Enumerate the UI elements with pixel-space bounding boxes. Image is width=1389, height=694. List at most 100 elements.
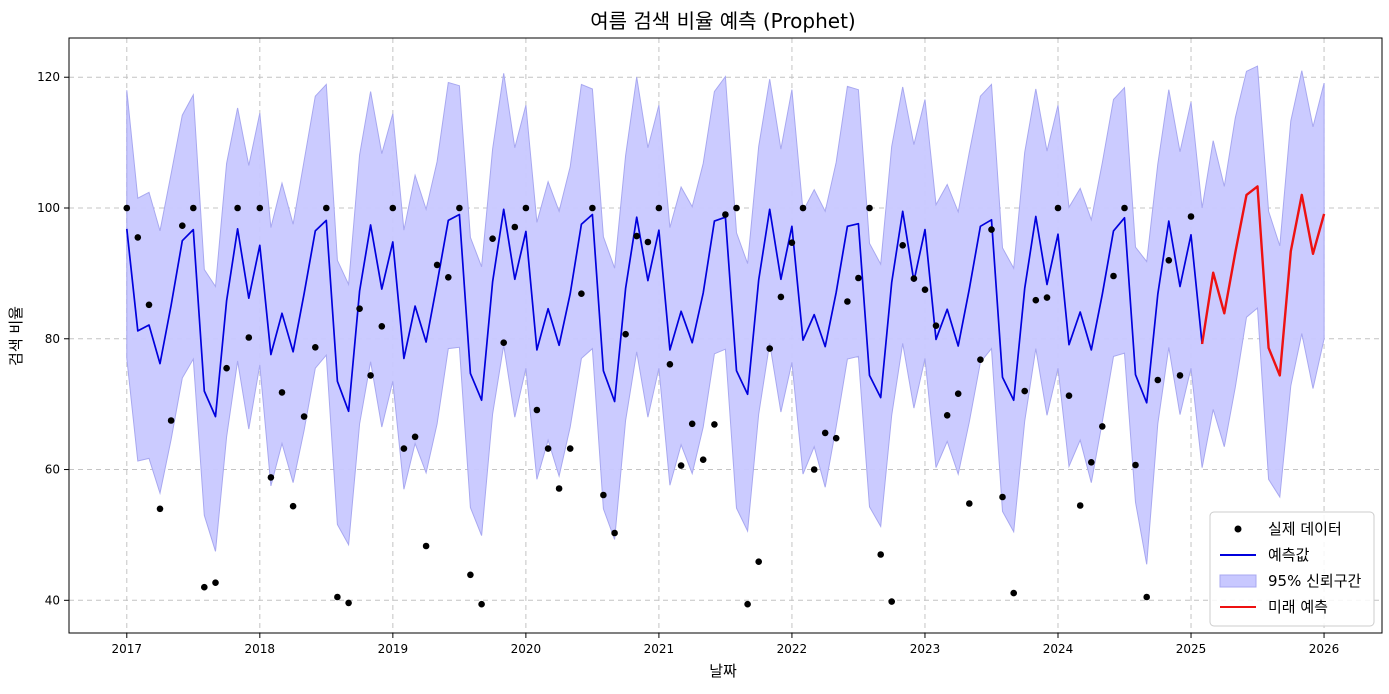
actual-data-point (866, 204, 873, 212)
actual-data-point (400, 445, 408, 452)
actual-data-point (899, 242, 906, 249)
forecast-line-layer (125, 185, 1326, 418)
actual-data-point (1187, 213, 1195, 220)
actual-data-point (555, 485, 563, 492)
x-tick-label: 2025 (1176, 642, 1207, 656)
actual-data-point (921, 286, 929, 294)
actual-data-point (234, 204, 241, 212)
y-axis-ticks: 40 60 80 100 120 (37, 70, 69, 607)
actual-data-point (977, 356, 984, 364)
actual-data-point (943, 412, 951, 419)
actual-data-point (1088, 459, 1095, 466)
actual-data-point (1154, 376, 1162, 384)
actual-data-point (367, 372, 374, 379)
actual-data-point (134, 234, 142, 241)
y-tick-label: 40 (45, 593, 60, 607)
actual-data-point (300, 413, 308, 420)
y-tick-label: 100 (37, 201, 60, 215)
actual-data-points (123, 204, 1195, 608)
actual-data-point (755, 558, 762, 565)
actual-data-point (1143, 593, 1150, 601)
actual-data-point (378, 323, 386, 330)
actual-data-point (1032, 296, 1040, 304)
actual-data-point (212, 579, 219, 586)
actual-data-point (578, 290, 585, 298)
actual-data-point (467, 571, 474, 579)
actual-data-point (1176, 372, 1184, 379)
actual-data-point (832, 434, 840, 442)
legend-band-swatch (1219, 574, 1257, 588)
actual-data-point (1043, 294, 1051, 301)
actual-data-point (179, 222, 186, 229)
chart-title: 여름 검색 비율 예측 (Prophet) (590, 9, 855, 33)
actual-data-point (245, 334, 253, 341)
actual-data-point (312, 344, 319, 351)
x-tick-label: 2019 (378, 642, 409, 656)
actual-data-point (190, 204, 197, 212)
actual-data-point (622, 330, 629, 338)
actual-data-point (323, 204, 330, 212)
legend-label: 실제 데이터 (1268, 520, 1342, 538)
actual-data-point (988, 226, 995, 233)
actual-data-point (788, 239, 796, 246)
actual-data-point (1076, 502, 1084, 509)
actual-data-point (445, 274, 452, 281)
actual-data-point (777, 293, 785, 301)
actual-data-point (932, 322, 940, 330)
actual-data-point (855, 274, 862, 282)
future-forecast-line (1200, 185, 1326, 377)
actual-data-point (389, 204, 397, 212)
actual-data-point (289, 502, 297, 510)
actual-data-point (733, 204, 740, 212)
actual-data-point (600, 491, 607, 499)
actual-data-point (1065, 392, 1073, 400)
actual-data-point (744, 600, 751, 608)
actual-data-point (1165, 257, 1173, 264)
confidence-interval-band (126, 65, 1325, 565)
actual-data-point (611, 529, 618, 537)
actual-data-point (966, 500, 973, 507)
actual-data-point (566, 445, 574, 452)
actual-data-point (411, 433, 419, 441)
actual-data-point (677, 462, 685, 469)
actual-data-point (821, 429, 829, 437)
confidence-band-layer (126, 65, 1325, 565)
y-tick-label: 120 (37, 70, 60, 84)
actual-data-point (589, 204, 596, 212)
actual-data-point (489, 235, 496, 242)
actual-data-point (167, 417, 175, 424)
forecast-line (125, 208, 1203, 418)
actual-data-point (799, 204, 807, 212)
actual-data-point (766, 345, 773, 352)
x-tick-label: 2026 (1309, 642, 1340, 656)
actual-data-point (877, 551, 884, 558)
actual-data-point (844, 298, 851, 305)
actual-data-point (954, 390, 962, 398)
actual-data-point (722, 211, 729, 218)
actual-data-point (1110, 272, 1117, 280)
actual-data-point (267, 474, 275, 481)
actual-data-point (500, 339, 508, 347)
actual-data-point (810, 466, 818, 473)
actual-data-point (456, 204, 463, 212)
y-tick-label: 60 (45, 463, 60, 477)
x-tick-label: 2023 (910, 642, 941, 656)
actual-data-point (478, 600, 485, 608)
x-tick-label: 2020 (511, 642, 542, 656)
legend-label: 95% 신뢰구간 (1268, 572, 1362, 590)
actual-data-point (888, 598, 895, 605)
actual-data-point (1010, 589, 1017, 597)
actual-data-point (156, 505, 164, 513)
actual-data-point (223, 364, 230, 372)
actual-data-point (633, 232, 640, 240)
x-tick-label: 2021 (644, 642, 675, 656)
actual-data-point (1121, 204, 1128, 212)
plot-frame (68, 37, 1383, 634)
actual-data-point (511, 223, 519, 231)
actual-data-point (356, 305, 363, 313)
actual-data-point (1099, 423, 1106, 430)
actual-data-point (711, 421, 718, 428)
actual-data-point (256, 204, 264, 212)
